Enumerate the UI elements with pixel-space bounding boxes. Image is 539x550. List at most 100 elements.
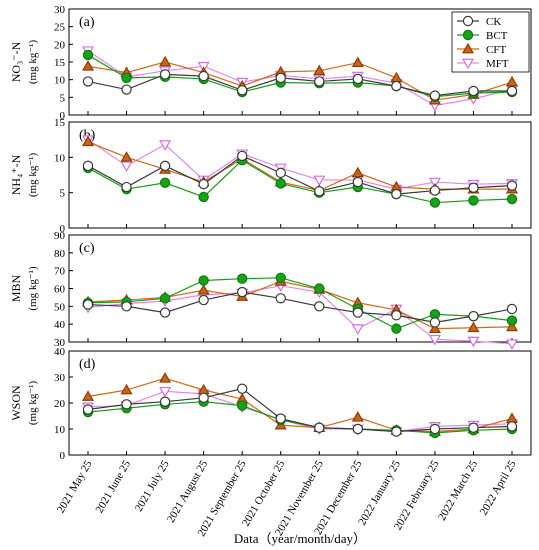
y-tick-label: 20 [54,398,66,410]
data-point-bct [506,193,518,205]
data-point-mft [351,324,364,335]
legend-label: BCT [486,30,508,42]
data-point-bct [468,195,479,206]
panel-c: 30 40 50 60 70 80 90 (c) MBN (mg kg⁻¹) [9,230,532,350]
y-tick-label: 15 [54,117,66,129]
data-point-ck [468,422,479,433]
data-point-ck [391,188,402,200]
series-line-ck [87,73,512,97]
y-tick-label: 20 [54,39,66,51]
data-point-ck [391,426,402,437]
legend-marker [462,29,474,41]
data-point-mft [120,161,133,173]
x-tick-label: 2022 January 25 [356,458,403,527]
y-tick-label: 10 [54,424,66,436]
data-point-ck [159,160,171,172]
legend-marker [461,42,475,54]
y-tick-label: 30 [54,4,66,16]
data-point-ck [506,303,518,315]
data-point-ck [506,180,518,191]
panel-label: (d) [79,357,96,372]
y-axis-unit: (mg kg⁻¹) [27,381,39,426]
y-tick-label: 0 [60,450,66,462]
series-line-mft [87,139,513,190]
data-point-ck [314,186,325,197]
series-line-mft [87,50,513,107]
panel-d: 0 10 20 30 40 (d) WSON (mg kg⁻¹) [9,346,532,462]
y-tick-label: 70 [54,266,66,278]
data-point-ck [352,73,364,85]
y-tick-label: 40 [54,346,66,358]
data-point-ck [121,181,132,193]
legend-label: MFT [486,58,509,70]
data-point-ck [159,307,171,318]
data-point-ck [198,392,209,403]
data-point-ck [198,294,209,306]
x-axis-title: Data（year/month/day） [234,531,366,546]
series-mft [81,386,519,438]
data-point-ck [352,423,364,435]
data-point-ck [159,396,171,407]
series-ck [82,286,518,328]
data-point-cft [351,411,364,422]
y-tick-label: 0 [60,110,66,122]
series-cft [81,275,519,333]
data-point-cft [428,322,441,333]
legend-item: CFT [457,42,506,56]
legend-label: CK [486,16,501,28]
series-line-mft [87,285,513,345]
data-point-ck [236,286,248,298]
data-point-ck [352,176,364,188]
data-point-cft [351,166,364,178]
y-tick-label: 50 [54,301,66,313]
data-point-cft [159,55,172,67]
data-point-bct [275,178,286,189]
panel-a: 0 5 10 15 20 25 30 (a) NO₃⁻-N (mg kg⁻¹) CK BCT CFT MF… [9,4,532,122]
data-point-ck [391,310,402,321]
y-tick-label: 0 [60,223,66,235]
data-point-ck [275,72,286,84]
panel-label: (c) [79,241,95,256]
legend-marker [461,58,475,70]
data-point-cft [313,64,326,76]
y-tick-label: 5 [60,188,66,200]
y-axis-unit: (mg kg⁻¹) [27,266,39,311]
data-point-bct [198,275,209,286]
data-point-mft [428,177,441,189]
y-tick-label: 30 [54,337,66,349]
data-point-ck [429,317,441,328]
data-point-mft [159,140,172,151]
data-point-ck [82,404,94,415]
data-point-ck [121,301,132,312]
data-point-cft [81,135,95,147]
y-axis-unit: (mg kg⁻¹) [27,153,39,198]
data-point-cft [467,321,480,333]
data-point-ck [429,185,441,196]
y-tick-label: 30 [54,372,66,384]
data-point-ck [198,178,209,190]
y-tick-label: 10 [54,75,66,87]
data-point-bct [506,315,518,326]
data-point-cft [197,284,210,295]
data-point-ck [429,90,441,101]
legend-label: CFT [486,44,506,56]
data-point-ck [391,80,402,92]
data-point-ck [82,76,94,87]
data-point-bct [82,49,94,61]
x-tick-label: 2021 June 25 [93,458,133,515]
data-point-ck [314,76,325,87]
data-point-bct [159,293,171,304]
data-point-ck [159,69,171,80]
data-point-bct [429,197,441,208]
series-line-mft [87,390,513,433]
data-point-mft [428,334,441,346]
data-point-cft [505,412,519,423]
data-point-ck [314,422,325,433]
y-axis-title: NH₄⁺-N [9,154,23,195]
data-point-ck [82,160,94,172]
y-tick-label: 90 [54,230,66,242]
data-point-ck [236,383,248,394]
y-axis-title: WSON [9,385,23,421]
